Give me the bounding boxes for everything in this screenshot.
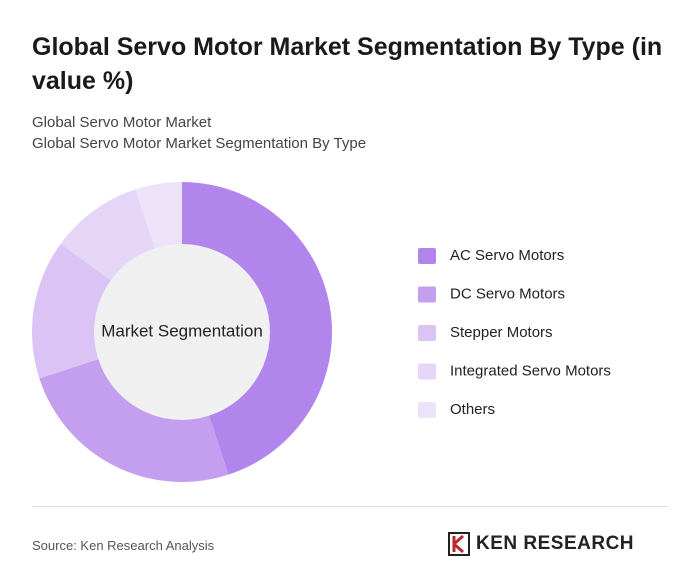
source: Source: Ken Research Analysis bbox=[32, 538, 215, 553]
chart-title: Global Servo Motor Market Segmentation B… bbox=[32, 33, 663, 95]
center-label: Market Segmentation bbox=[101, 321, 263, 340]
brand-name: KEN RESEARCH bbox=[476, 533, 635, 554]
legend-label: AC Servo Motors bbox=[450, 247, 564, 264]
subtitle: Global Servo Motor Market bbox=[32, 114, 212, 131]
divider bbox=[32, 506, 668, 507]
legend-label: DC Servo Motors bbox=[450, 285, 565, 302]
legend-swatch bbox=[418, 363, 436, 380]
subtitle: Global Servo Motor Market Segmentation B… bbox=[32, 135, 367, 152]
legend-swatch bbox=[418, 402, 436, 418]
donut-hole bbox=[94, 244, 270, 420]
logo-icon bbox=[448, 532, 470, 556]
legend-swatch bbox=[418, 325, 436, 341]
legend-label: Stepper Motors bbox=[450, 324, 553, 341]
chart: Market Segmentation AC Servo Motors DC Ser… bbox=[32, 182, 611, 483]
brand-logo: KEN RESEARCH bbox=[448, 530, 634, 558]
legend-label: Integrated Servo Motors bbox=[450, 362, 611, 379]
legend-swatch bbox=[418, 248, 436, 264]
legend-label: Others bbox=[450, 401, 495, 418]
legend-swatch bbox=[418, 286, 436, 303]
